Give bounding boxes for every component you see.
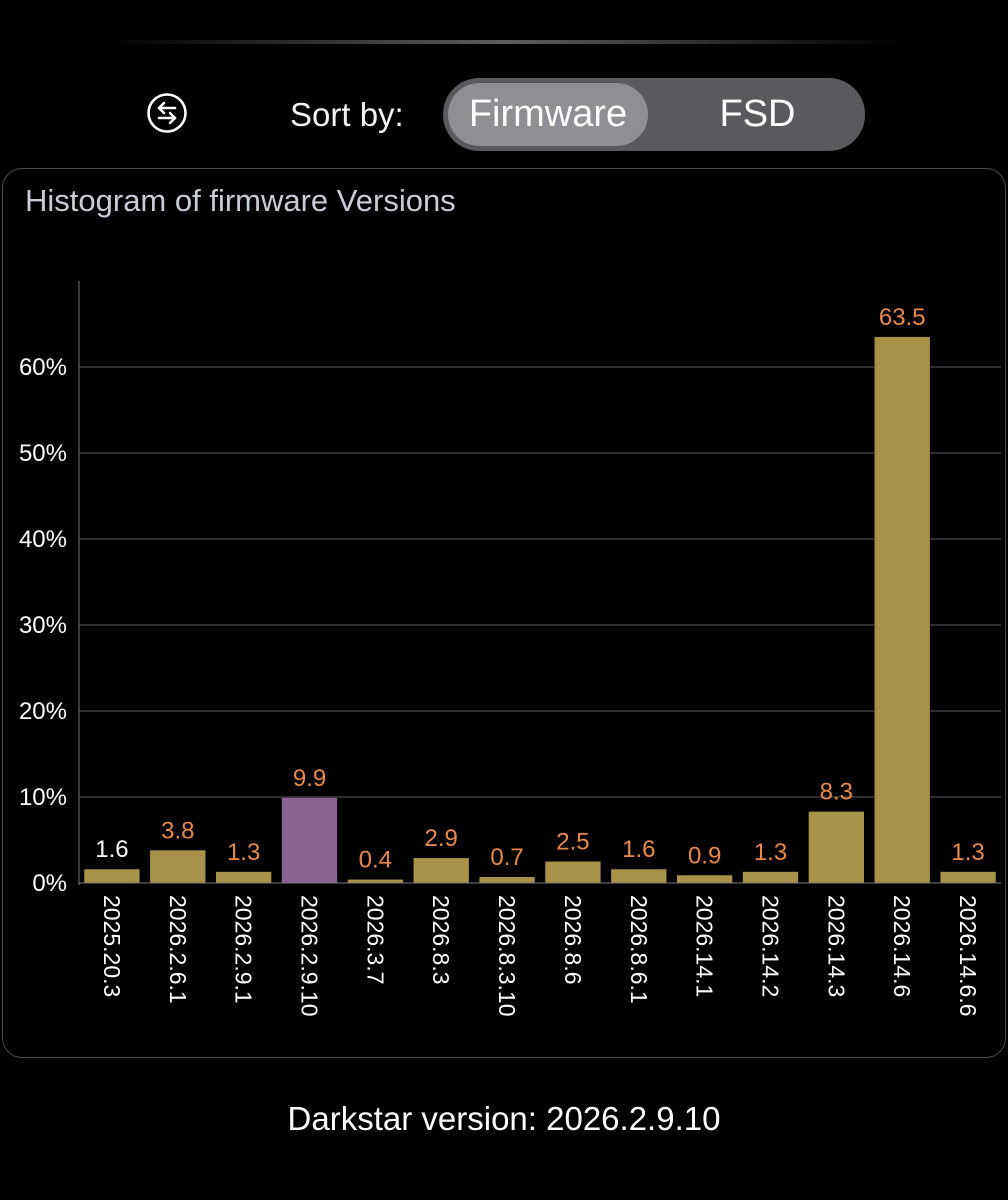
bar-value-label: 1.6 [95,836,128,863]
bar [215,871,272,883]
bar-value-label: 1.3 [951,839,984,866]
x-tick-label: 2025.20.3 [99,895,125,997]
y-tick-label: 60% [19,354,67,381]
x-tick-label: 2026.2.9.1 [231,895,257,1004]
darkstar-version-text: Darkstar version: 2026.2.9.10 [287,1100,721,1137]
bar-value-label: 2.5 [556,829,589,856]
x-tick-label: 2026.2.6.1 [165,895,191,1004]
bar [545,861,601,883]
y-tick-label: 20% [19,698,67,725]
bar-value-label: 0.9 [688,842,721,869]
bar-value-label: 2.9 [425,825,458,852]
bar [611,869,667,883]
bar [874,336,930,883]
y-tick-label: 10% [19,784,67,811]
sort-by-label: Sort by: [290,96,404,133]
bar [940,871,996,883]
bar [808,811,865,883]
y-tick-label: 0% [32,870,67,897]
histogram-card: Histogram of firmware Versions 0% 10% 20% 3… [2,168,1006,1058]
x-tick-label: 2026.2.9.10 [297,895,323,1017]
x-tick-label: 2026.14.1 [692,895,718,997]
histogram-chart: 0% 10% 20% 30% 40% 50% 60% 1.6 2025.20.3 3.8 2026.… [19,281,1001,1017]
bar-value-label: 8.3 [820,779,853,806]
bar [281,797,338,883]
x-tick-label: 2026.8.6 [560,895,586,985]
x-tick-label: 2026.8.3 [428,895,454,985]
x-tick-label: 2026.3.7 [362,895,388,985]
bar [742,871,799,883]
bar [413,858,469,883]
y-tick-label: 40% [19,526,67,553]
bar-value-label: 0.7 [490,844,523,871]
bar [150,850,206,883]
chart-title: Histogram of firmware Versions [25,183,456,218]
sort-option-fsd[interactable]: FSD [719,93,796,135]
x-tick-label: 2026.14.2 [758,895,784,997]
bar-value-label: 3.8 [161,817,194,844]
y-tick-label: 50% [19,440,67,467]
bar-value-label: 1.6 [622,836,655,863]
bar [84,869,140,883]
bar [479,876,535,883]
x-tick-label: 2026.14.6 [889,895,915,997]
sort-option-firmware[interactable]: Firmware [448,83,648,146]
bar-value-label: 63.5 [879,304,926,331]
x-tick-label: 2026.14.6.6 [955,895,981,1017]
y-tick-label: 30% [19,612,67,639]
x-tick-label: 2026.8.3.10 [494,895,520,1017]
bar-value-label: 1.3 [227,839,260,866]
bar [347,879,404,883]
bar-value-label: 0.4 [359,847,392,874]
top-glow-divider [110,40,900,44]
bar-value-label: 9.9 [293,765,326,792]
sort-segmented-control: Firmware FSD [443,78,865,151]
swap-arrows-icon[interactable] [146,92,188,134]
x-tick-label: 2026.14.3 [823,895,849,997]
bar-value-label: 1.3 [754,839,787,866]
x-tick-label: 2026.8.6.1 [626,895,652,1004]
bar [676,875,733,883]
